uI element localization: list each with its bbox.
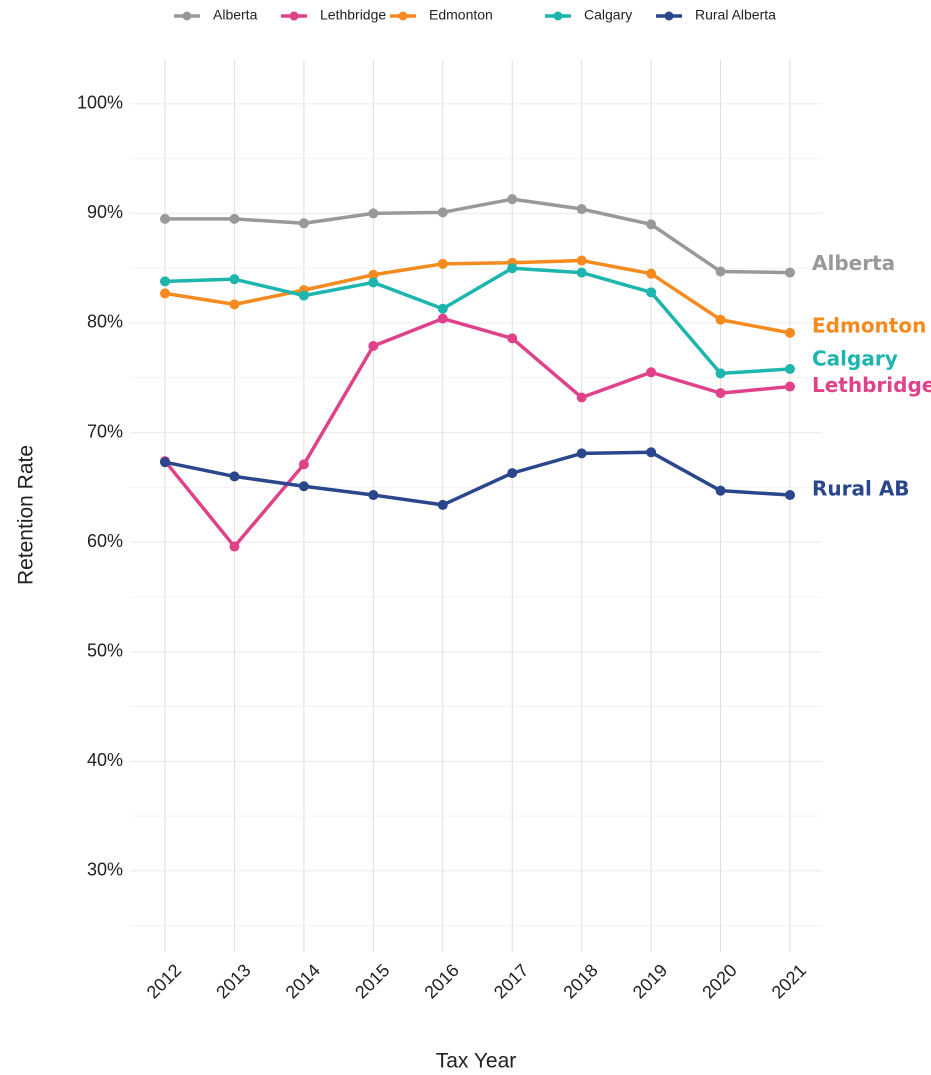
end-label: Edmonton xyxy=(812,313,926,337)
data-point xyxy=(576,448,587,459)
y-tick-label: 60% xyxy=(87,531,123,551)
data-point xyxy=(715,266,726,277)
data-point xyxy=(437,303,448,314)
data-point xyxy=(437,207,448,218)
data-point xyxy=(298,218,309,229)
data-point xyxy=(715,314,726,325)
data-point xyxy=(229,299,240,310)
data-point xyxy=(576,255,587,266)
legend-label: Calgary xyxy=(584,7,632,23)
series-line xyxy=(165,197,791,275)
data-point xyxy=(437,258,448,269)
data-point xyxy=(507,194,518,205)
data-point xyxy=(298,459,309,470)
data-point xyxy=(368,269,379,280)
y-tick-label: 30% xyxy=(87,860,123,880)
data-point xyxy=(646,367,657,378)
data-point xyxy=(437,499,448,510)
data-point xyxy=(229,274,240,285)
data-point xyxy=(368,208,379,219)
legend-label: Lethbridge xyxy=(320,7,386,23)
x-axis-title: Tax Year xyxy=(436,1050,517,1073)
end-label: Lethbridge xyxy=(812,373,931,397)
data-point xyxy=(715,388,726,399)
x-tick-label: 2014 xyxy=(282,960,324,1002)
legend-dot xyxy=(289,11,299,21)
y-tick-label: 70% xyxy=(87,421,123,441)
data-point xyxy=(507,333,518,344)
y-tick-label: 100% xyxy=(77,93,123,113)
data-point xyxy=(576,267,587,278)
legend-dot xyxy=(553,11,563,21)
x-tick-label: 2018 xyxy=(559,960,601,1002)
legend-label: Edmonton xyxy=(429,7,493,23)
data-point xyxy=(229,541,240,552)
legend-label: Alberta xyxy=(213,7,258,23)
x-tick-label: 2019 xyxy=(629,960,671,1002)
data-point xyxy=(715,368,726,379)
data-point xyxy=(715,485,726,496)
data-point xyxy=(298,290,309,301)
data-point xyxy=(507,263,518,274)
data-point xyxy=(229,471,240,482)
data-point xyxy=(576,392,587,403)
data-point xyxy=(785,381,795,392)
end-label: Rural AB xyxy=(812,477,910,501)
y-tick-label: 50% xyxy=(87,640,123,660)
data-point xyxy=(160,457,170,468)
x-tick-label: 2016 xyxy=(421,960,463,1002)
x-tick-label: 2020 xyxy=(698,960,740,1002)
data-point xyxy=(160,276,170,287)
series-line xyxy=(164,266,791,376)
data-point xyxy=(646,268,657,279)
legend-dot xyxy=(664,11,674,21)
data-point xyxy=(646,447,657,458)
data-point xyxy=(229,213,240,224)
data-point xyxy=(368,341,379,352)
end-label: Calgary xyxy=(812,347,898,371)
data-point xyxy=(507,468,518,479)
legend-dot xyxy=(398,11,408,21)
data-point xyxy=(646,219,657,230)
data-point xyxy=(298,481,309,492)
data-point xyxy=(160,288,170,299)
y-tick-label: 90% xyxy=(87,202,123,222)
series-line xyxy=(163,316,791,549)
legend-dot xyxy=(182,11,192,21)
end-label: Alberta xyxy=(812,251,895,275)
x-tick-label: 2013 xyxy=(212,960,254,1002)
x-tick-label: 2021 xyxy=(768,960,810,1002)
series-line xyxy=(164,450,791,507)
data-point xyxy=(785,267,795,278)
y-tick-label: 80% xyxy=(87,312,123,332)
data-point xyxy=(368,277,379,288)
data-point xyxy=(785,490,795,501)
x-tick-label: 2015 xyxy=(351,960,393,1002)
legend-label: Rural Alberta xyxy=(695,7,776,23)
data-point xyxy=(785,364,795,375)
data-point xyxy=(368,490,379,501)
x-tick-label: 2012 xyxy=(143,960,185,1002)
x-tick-label: 2017 xyxy=(490,960,532,1002)
series-line xyxy=(164,258,791,335)
y-tick-label: 40% xyxy=(87,750,123,770)
data-point xyxy=(437,313,448,324)
data-point xyxy=(646,287,657,298)
data-point xyxy=(785,327,795,338)
data-point xyxy=(576,204,587,215)
data-point xyxy=(160,213,170,224)
y-axis-title: Retention Rate xyxy=(15,445,38,585)
